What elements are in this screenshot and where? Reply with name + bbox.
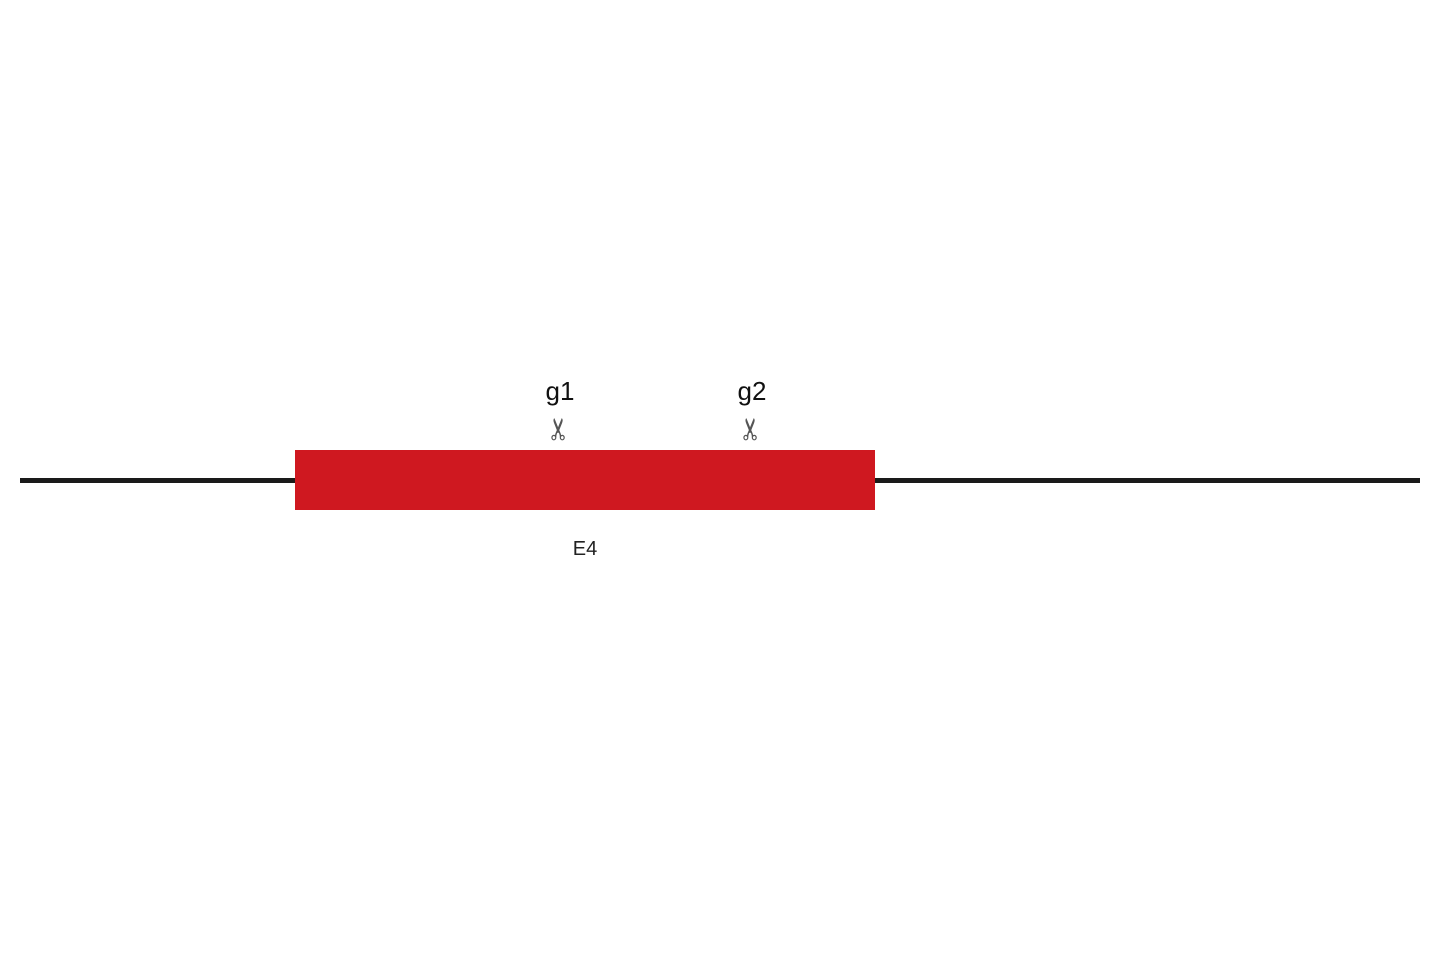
cut-site-label-g2: g2 <box>738 376 767 407</box>
genome-line-left <box>20 478 295 483</box>
scissors-icon: ✂ <box>545 416 575 441</box>
scissors-icon: ✂ <box>737 416 767 441</box>
exon-box <box>295 450 875 510</box>
genome-line-right <box>875 478 1420 483</box>
exon-label: E4 <box>573 538 597 561</box>
cut-site-label-g1: g1 <box>546 376 575 407</box>
gene-diagram: E4 ✂ g1 ✂ g2 <box>0 0 1440 960</box>
